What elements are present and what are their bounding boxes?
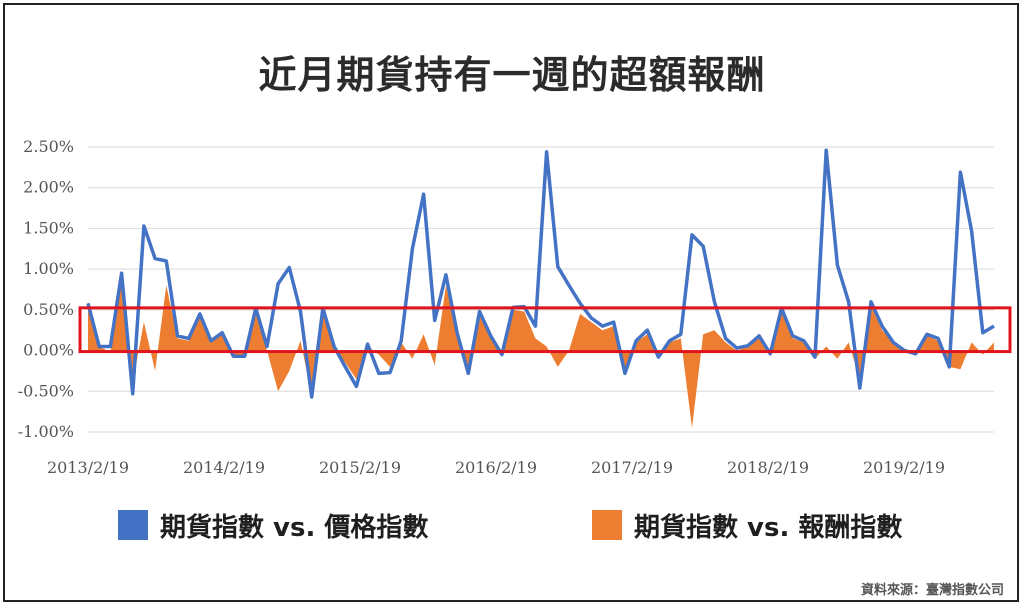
series-area-return-index xyxy=(88,281,994,428)
y-tick-label: -1.00% xyxy=(18,422,74,441)
grid-lines xyxy=(88,146,994,433)
source-note: 資料來源：臺灣指數公司 xyxy=(860,583,1004,598)
y-tick-label: 2.00% xyxy=(23,178,74,197)
legend-label-return-index: 期貨指數 vs. 報酬指數 xyxy=(634,512,903,543)
y-tick-label: 0.50% xyxy=(23,300,74,319)
x-tick-label: 2015/2/19 xyxy=(319,458,401,477)
series-line-price-index xyxy=(86,148,995,399)
y-tick-label: -0.50% xyxy=(18,381,74,400)
legend-swatch-blue xyxy=(118,510,148,540)
legend-swatch-orange xyxy=(592,510,622,540)
x-tick-label: 2016/2/19 xyxy=(455,458,537,477)
series-line-layer xyxy=(86,148,995,399)
legend-item-return-index: 期貨指數 vs. 報酬指數 xyxy=(592,507,902,543)
x-tick-label: 2017/2/19 xyxy=(591,458,673,477)
x-tick-label: 2014/2/19 xyxy=(183,458,265,477)
series-area-layer xyxy=(88,281,994,428)
y-tick-label: 1.00% xyxy=(23,259,74,278)
y-tick-label: 1.50% xyxy=(23,218,74,237)
x-tick-label: 2013/2/19 xyxy=(47,458,129,477)
x-axis-ticks: 2013/2/19 2014/2/19 2015/2/19 2016/2/19 2017… xyxy=(47,458,945,477)
highlight-layer xyxy=(78,306,1012,354)
y-axis-ticks: 2.50% 2.00% 1.50% 1.00% 0.50% 0.00% -0.50% -1.0… xyxy=(18,137,74,441)
y-tick-label: 2.50% xyxy=(23,137,74,156)
legend-item-price-index: 期貨指數 vs. 價格指數 xyxy=(118,507,428,543)
x-tick-label: 2018/2/19 xyxy=(727,458,809,477)
chart-title: 近月期貨持有一週的超額報酬 xyxy=(258,53,766,97)
x-tick-label: 2019/2/19 xyxy=(863,458,945,477)
y-tick-label: 0.00% xyxy=(23,341,74,360)
legend-label-price-index: 期貨指數 vs. 價格指數 xyxy=(160,512,429,543)
highlight-box xyxy=(78,306,1012,354)
